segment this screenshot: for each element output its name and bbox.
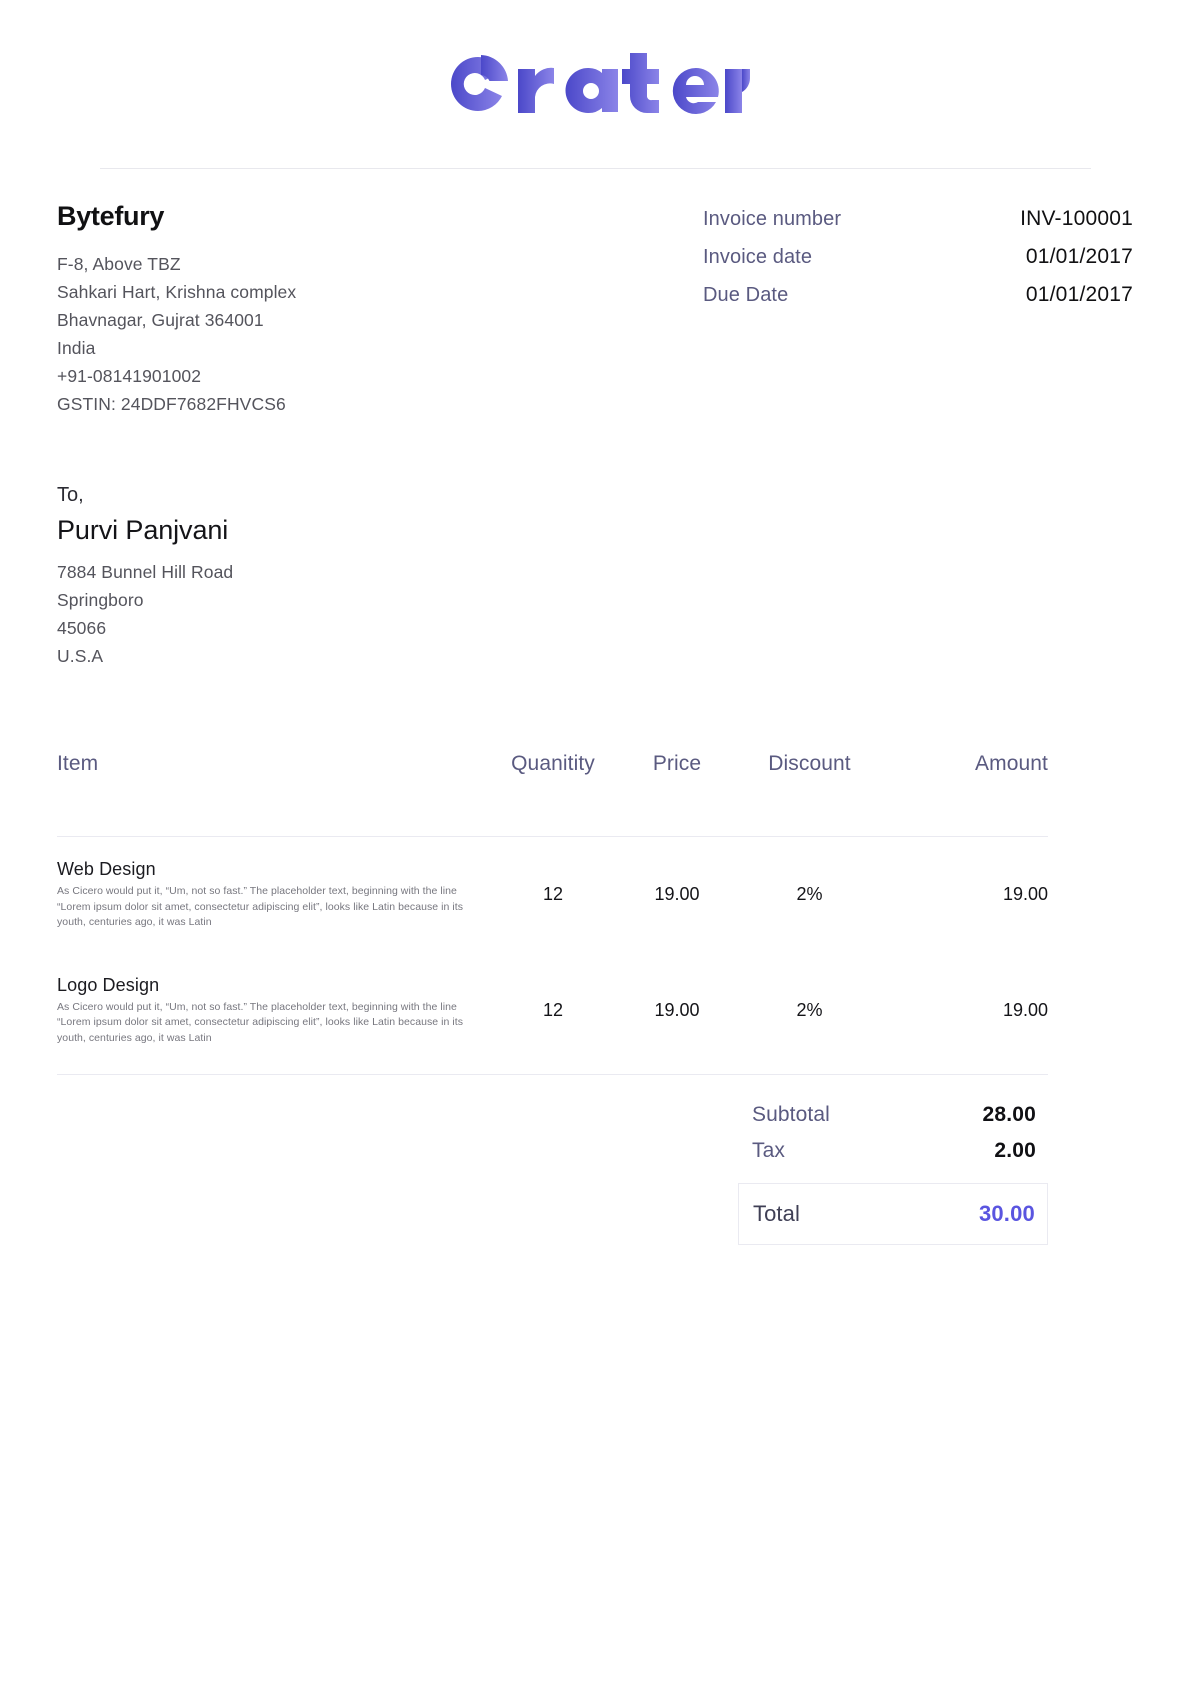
item-price: 19.00 bbox=[654, 999, 700, 1020]
table-row: Web Design As Cicero would put it, “Um, … bbox=[57, 837, 1048, 953]
grand-total-label: Total bbox=[753, 1201, 800, 1226]
company-address-line: Bhavnagar, Gujrat 364001 bbox=[57, 310, 264, 330]
customer-name: Purvi Panjvani bbox=[57, 515, 229, 545]
bill-to-label: To, bbox=[57, 484, 84, 506]
invoice-date-row: Invoice date 01/01/2017 bbox=[703, 245, 1133, 269]
due-date-label: Due Date bbox=[703, 284, 789, 306]
company-address-line: F-8, Above TBZ bbox=[57, 254, 181, 274]
invoice-date-label: Invoice date bbox=[703, 246, 813, 268]
invoice-meta-block: Invoice number INV-100001 Invoice date 0… bbox=[703, 201, 1133, 418]
company-address-line: Sahkari Hart, Krishna complex bbox=[57, 282, 297, 302]
column-header-amount: Amount bbox=[975, 752, 1048, 775]
invoice-date-value: 01/01/2017 bbox=[1025, 245, 1133, 268]
subtotal-row: Subtotal 28.00 bbox=[738, 1097, 1048, 1133]
billing-block: To, Purvi Panjvani 7884 Bunnel Hill Road… bbox=[57, 418, 1133, 670]
company-address-line: India bbox=[57, 338, 96, 358]
company-block: Bytefury F-8, Above TBZ Sahkari Hart, Kr… bbox=[57, 201, 557, 418]
invoice-number-label: Invoice number bbox=[703, 208, 842, 230]
item-amount: 19.00 bbox=[1002, 884, 1048, 905]
tax-row: Tax 2.00 bbox=[738, 1133, 1048, 1169]
table-header-divider bbox=[57, 792, 1048, 837]
item-cell: Logo Design As Cicero would put it, “Um,… bbox=[57, 953, 489, 1069]
customer-address-line: U.S.A bbox=[57, 646, 104, 666]
item-price: 19.00 bbox=[654, 884, 700, 905]
grand-total-row: Total 30.00 bbox=[738, 1183, 1048, 1245]
items-table-wrap: Item Quanitity Price Discount Amount Web… bbox=[57, 670, 1133, 1075]
customer-address-line: 45066 bbox=[57, 618, 107, 638]
item-discount: 2% bbox=[796, 884, 823, 905]
brand-logo bbox=[57, 0, 1133, 168]
crater-logo-icon bbox=[451, 53, 750, 114]
table-bottom-divider bbox=[57, 1074, 1048, 1075]
item-amount: 19.00 bbox=[1002, 999, 1048, 1020]
invoice-number-value: INV-100001 bbox=[1020, 207, 1133, 230]
item-quantity: 12 bbox=[542, 999, 564, 1020]
company-name: Bytefury bbox=[57, 201, 165, 231]
item-description: As Cicero would put it, “Um, not so fast… bbox=[57, 885, 464, 928]
column-header-quantity: Quanitity bbox=[511, 752, 595, 775]
invoice-number-row: Invoice number INV-100001 bbox=[703, 207, 1133, 231]
company-phone: +91-08141901002 bbox=[57, 366, 202, 386]
column-header-discount: Discount bbox=[768, 752, 851, 775]
due-date-row: Due Date 01/01/2017 bbox=[703, 283, 1133, 307]
items-table: Item Quanitity Price Discount Amount Web… bbox=[57, 752, 1048, 1068]
table-header-row: Item Quanitity Price Discount Amount bbox=[57, 752, 1048, 792]
subtotal-label: Subtotal bbox=[752, 1103, 830, 1126]
customer-address-line: Springboro bbox=[57, 590, 144, 610]
tax-label: Tax bbox=[752, 1139, 785, 1162]
due-date-value: 01/01/2017 bbox=[1025, 283, 1133, 306]
customer-address-line: 7884 Bunnel Hill Road bbox=[57, 562, 234, 582]
subtotal-value: 28.00 bbox=[982, 1103, 1036, 1126]
item-discount: 2% bbox=[796, 999, 823, 1020]
item-quantity: 12 bbox=[542, 884, 564, 905]
column-header-price: Price bbox=[652, 752, 702, 775]
invoice-header-section: Bytefury F-8, Above TBZ Sahkari Hart, Kr… bbox=[57, 169, 1133, 418]
header-divider bbox=[99, 168, 1091, 169]
item-description: As Cicero would put it, “Um, not so fast… bbox=[57, 1000, 464, 1044]
totals-section: Subtotal 28.00 Tax 2.00 Total 30.00 bbox=[57, 1075, 1048, 1245]
item-cell: Web Design As Cicero would put it, “Um, … bbox=[57, 837, 489, 953]
item-name: Logo Design bbox=[57, 974, 160, 995]
column-header-item: Item bbox=[57, 752, 99, 775]
tax-value: 2.00 bbox=[994, 1139, 1036, 1162]
item-name: Web Design bbox=[57, 859, 156, 879]
table-row: Logo Design As Cicero would put it, “Um,… bbox=[57, 953, 1048, 1069]
company-gstin: GSTIN: 24DDF7682FHVCS6 bbox=[57, 394, 286, 414]
totals-block: Subtotal 28.00 Tax 2.00 Total 30.00 bbox=[738, 1097, 1048, 1245]
grand-total-value: 30.00 bbox=[978, 1201, 1035, 1226]
